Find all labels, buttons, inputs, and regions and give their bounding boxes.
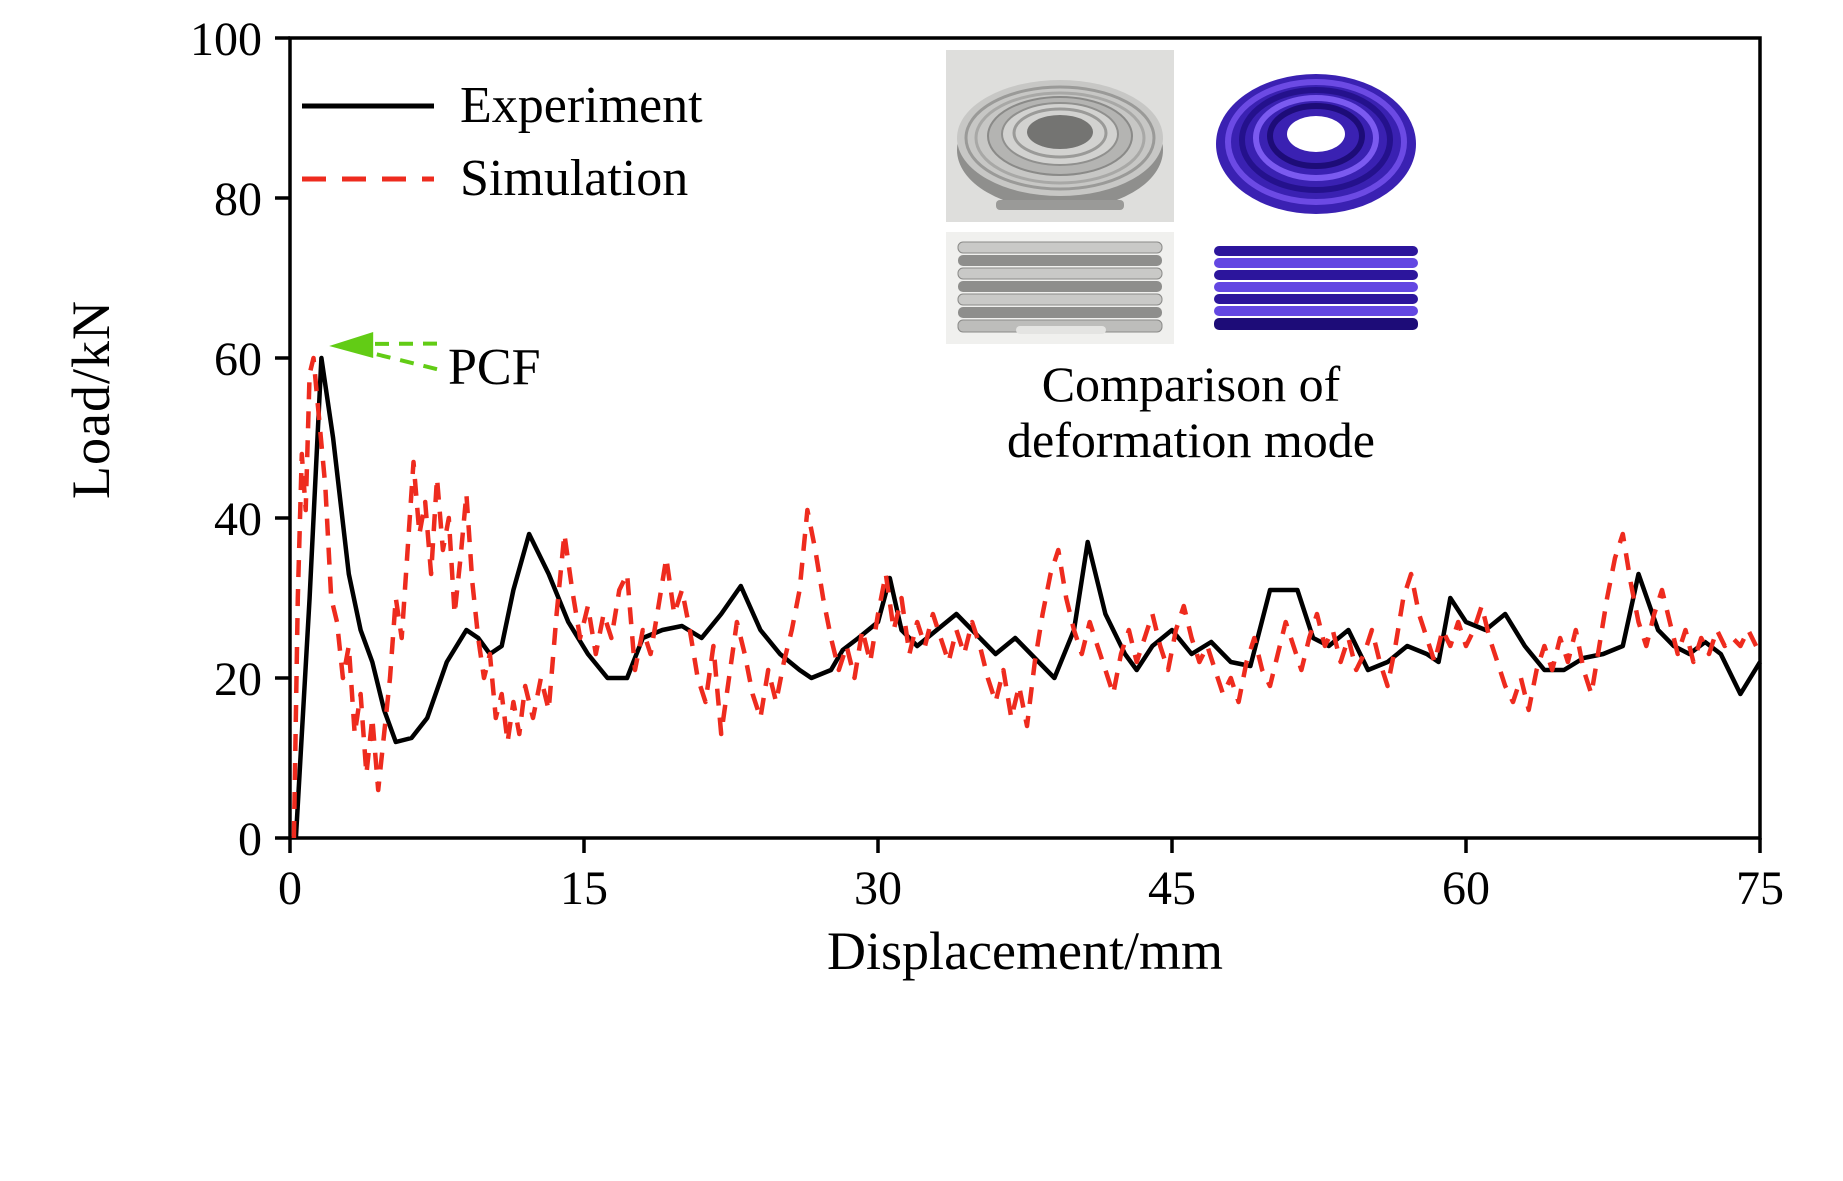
legend-item-experiment: Experiment: [302, 76, 703, 135]
deformation-photo-grid: [935, 50, 1447, 344]
svg-text:0: 0: [238, 813, 262, 866]
svg-text:75: 75: [1736, 862, 1784, 915]
svg-text:60: 60: [1442, 862, 1490, 915]
svg-text:0: 0: [278, 862, 302, 915]
svg-text:20: 20: [214, 653, 262, 706]
svg-text:80: 80: [214, 173, 262, 226]
legend-label-experiment: Experiment: [460, 77, 703, 134]
svg-text:30: 30: [854, 862, 902, 915]
y-axis-label: Load/kN: [61, 300, 121, 499]
deformation-inset: Comparison of deformation mode: [935, 50, 1447, 468]
pcf-annotation-label: PCF: [448, 339, 541, 396]
svg-text:60: 60: [214, 333, 262, 386]
experiment-line-sample-icon: [302, 103, 434, 108]
svg-text:45: 45: [1148, 862, 1196, 915]
inset-caption-line2: deformation mode: [1007, 412, 1375, 468]
legend-label-simulation: Simulation: [460, 150, 689, 207]
svg-text:15: 15: [560, 862, 608, 915]
simulation-side-view-photo: [1208, 240, 1424, 336]
inset-caption: Comparison of deformation mode: [935, 356, 1447, 468]
x-axis-label: Displacement/mm: [827, 921, 1223, 981]
experiment-top-view-photo: [946, 50, 1174, 222]
simulation-top-view-photo: [1210, 52, 1422, 220]
svg-text:100: 100: [190, 13, 262, 66]
legend: Experiment Simulation: [302, 76, 703, 208]
inset-caption-line1: Comparison of: [1041, 356, 1341, 412]
simulation-line-sample-icon: [302, 176, 434, 181]
legend-item-simulation: Simulation: [302, 149, 703, 208]
svg-text:40: 40: [214, 493, 262, 546]
experiment-side-view-photo: [946, 232, 1174, 344]
